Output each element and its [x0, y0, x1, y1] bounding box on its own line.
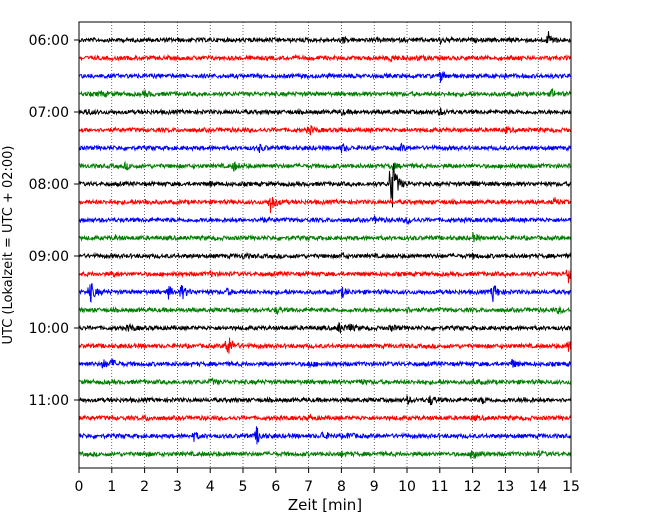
trace-0600: [78, 31, 572, 46]
x-tick-label: 10: [398, 479, 416, 495]
y-tick-label: 07:00: [29, 105, 69, 121]
x-tick-label: 11: [431, 479, 449, 495]
trace-0645: [78, 87, 572, 99]
trace-0715: [78, 125, 572, 136]
x-tick-label: 13: [496, 479, 514, 495]
x-tick-label: 3: [173, 479, 182, 495]
trace-1145: [78, 449, 572, 459]
y-tick-label: 10:00: [29, 321, 69, 337]
trace-0915: [78, 268, 572, 284]
seismic-traces: [78, 31, 572, 459]
x-tick-label: 0: [75, 479, 84, 495]
trace-0930: [78, 282, 572, 303]
y-tick-label: 06:00: [29, 33, 69, 49]
trace-1115: [78, 413, 572, 422]
y-tick-label: 08:00: [29, 177, 69, 193]
x-tick-label: 7: [304, 479, 313, 495]
x-tick-label: 4: [206, 479, 215, 495]
trace-0700: [78, 106, 572, 117]
trace-0615: [78, 53, 572, 63]
trace-1100: [78, 394, 572, 406]
trace-0845: [78, 232, 572, 243]
trace-1015: [78, 337, 572, 354]
x-tick-label: 12: [464, 479, 482, 495]
trace-1000: [78, 322, 572, 335]
x-tick-label: 2: [140, 479, 149, 495]
x-tick-label: 6: [271, 479, 280, 495]
x-tick-label: 5: [239, 479, 248, 495]
x-axis-label: Zeit [min]: [288, 496, 362, 514]
trace-0800: [78, 163, 572, 208]
x-tick-label: 15: [562, 479, 580, 495]
trace-0900: [78, 251, 572, 260]
plot-frame: [78, 21, 572, 469]
trace-0745: [78, 160, 572, 172]
trace-0630: [78, 71, 572, 83]
trace-0730: [78, 142, 572, 154]
trace-0830: [78, 215, 572, 226]
trace-0945: [78, 305, 572, 316]
y-axis-label: UTC (Lokalzeit = UTC + 02:00): [1, 146, 16, 345]
x-tick-label: 1: [107, 479, 116, 495]
x-gridlines: [111, 22, 539, 468]
trace-1030: [78, 358, 572, 369]
x-axis-ticks: 0 1 2 3 4 5 6 7 8 9 10 11 12 13 14 15: [75, 468, 580, 495]
y-tick-label: 09:00: [29, 249, 69, 265]
x-tick-label: 14: [529, 479, 547, 495]
y-axis-ticks: 06:00 07:00 08:00 09:00 10:00 11:00: [29, 33, 79, 409]
trace-0815: [78, 196, 572, 213]
trace-1045: [78, 377, 572, 387]
x-tick-label: 8: [337, 479, 346, 495]
x-tick-label: 9: [370, 479, 379, 495]
y-tick-label: 11:00: [29, 393, 69, 409]
trace-1130: [78, 426, 572, 445]
